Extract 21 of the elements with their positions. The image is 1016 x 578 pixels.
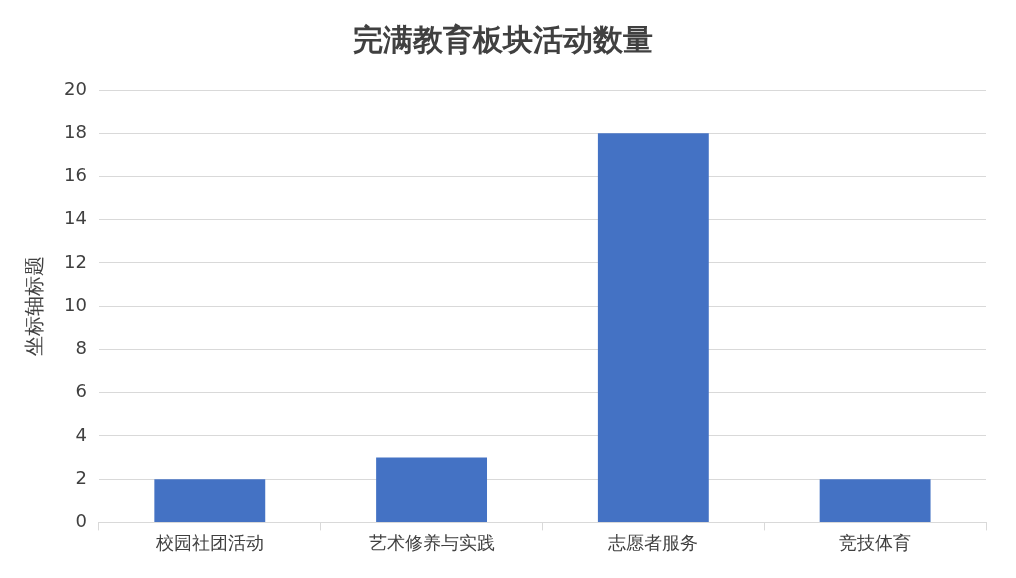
y-tick-label: 4: [75, 423, 87, 445]
y-tick-label: 0: [75, 510, 87, 532]
y-tick-label: 6: [75, 380, 87, 402]
y-tick-label: 2: [75, 466, 87, 488]
x-tick-label: 校园社团活动: [154, 531, 264, 553]
bar: [376, 457, 488, 522]
chart-title: 完满教育板块活动数量: [353, 21, 653, 57]
x-tick-label: 竞技体育: [839, 531, 912, 553]
y-tick-label: 20: [64, 77, 87, 99]
bar: [154, 479, 266, 522]
y-tick-label: 12: [64, 250, 87, 272]
y-tick-label: 14: [64, 207, 87, 229]
x-tick-label: 志愿者服务: [608, 531, 699, 553]
y-tick-label: 8: [75, 337, 87, 359]
bar: [597, 133, 709, 522]
bar: [819, 479, 931, 522]
y-tick-label: 16: [64, 164, 87, 186]
y-tick-label: 10: [64, 293, 87, 315]
y-tick-label: 18: [64, 120, 87, 142]
y-axis-title: 坐标轴标题: [22, 256, 47, 357]
x-tick-label: 艺术修养与实践: [368, 531, 495, 553]
